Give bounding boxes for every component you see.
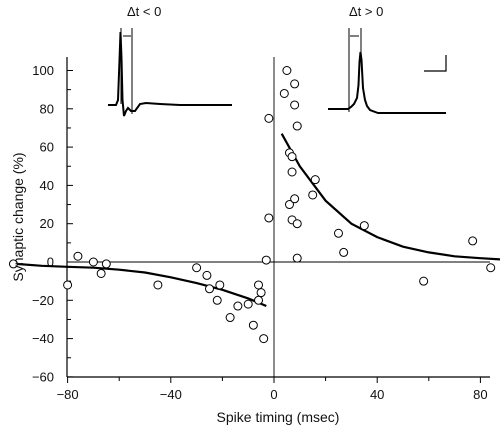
data-point bbox=[254, 295, 264, 305]
data-point bbox=[282, 66, 292, 75]
data-point bbox=[212, 295, 222, 305]
data-point bbox=[243, 299, 253, 309]
data-point bbox=[292, 121, 302, 131]
data-point bbox=[261, 255, 271, 265]
x-tick-label: −80 bbox=[57, 387, 79, 402]
data-point bbox=[254, 280, 264, 290]
data-point bbox=[292, 253, 302, 263]
data-point bbox=[287, 152, 297, 162]
data-point bbox=[101, 259, 111, 269]
data-point bbox=[215, 280, 225, 290]
data-point bbox=[256, 288, 266, 298]
x-axis-label: Spike timing (msec) bbox=[217, 409, 340, 425]
data-point bbox=[225, 313, 235, 323]
y-tick-label: −20 bbox=[32, 293, 54, 308]
data-point bbox=[292, 219, 302, 229]
data-point bbox=[310, 175, 320, 185]
data-point bbox=[88, 257, 98, 267]
data-point bbox=[287, 167, 297, 177]
data-point bbox=[279, 88, 289, 98]
data-point bbox=[486, 263, 496, 273]
data-point bbox=[290, 79, 300, 89]
data-point bbox=[334, 228, 343, 238]
y-tick-label: 100 bbox=[32, 63, 54, 78]
data-point bbox=[233, 301, 243, 311]
data-point bbox=[73, 251, 83, 261]
data-point bbox=[468, 236, 478, 246]
data-point bbox=[205, 284, 214, 294]
inset-right-trace bbox=[328, 51, 446, 114]
inset-right-label: Δt > 0 bbox=[349, 4, 383, 19]
data-point bbox=[419, 276, 429, 286]
data-point bbox=[290, 100, 300, 110]
data-point bbox=[359, 221, 369, 231]
inset-left-trace bbox=[108, 31, 232, 117]
data-point bbox=[290, 194, 300, 204]
scale-bar bbox=[424, 55, 447, 72]
data-points bbox=[8, 66, 496, 344]
inset-trace-positive: Δt > 0 bbox=[328, 4, 447, 114]
fit-curve-pre-post bbox=[280, 133, 500, 261]
data-point bbox=[192, 263, 202, 273]
y-tick-label: 20 bbox=[40, 216, 54, 231]
data-point bbox=[248, 320, 258, 330]
data-point bbox=[308, 190, 318, 200]
data-point bbox=[264, 213, 274, 223]
x-tick-label: 40 bbox=[370, 387, 384, 402]
data-point bbox=[8, 259, 18, 269]
inset-left-label: Δt < 0 bbox=[127, 4, 161, 19]
fit-curve-post-pre bbox=[15, 262, 267, 308]
x-tick-label: 0 bbox=[270, 387, 277, 402]
inset-trace-negative: Δt < 0 bbox=[108, 4, 232, 117]
y-tick-label: 60 bbox=[40, 140, 54, 155]
data-point bbox=[259, 334, 269, 344]
x-tick-label: −40 bbox=[160, 387, 182, 402]
data-point bbox=[202, 270, 212, 280]
data-point bbox=[264, 113, 274, 123]
x-tick-label: 80 bbox=[473, 387, 487, 402]
data-point bbox=[153, 280, 163, 290]
data-point bbox=[63, 280, 73, 290]
x-axis-ticks: −80 −40 0 40 80 bbox=[57, 377, 488, 402]
y-tick-label: −40 bbox=[32, 331, 54, 346]
y-tick-label: 40 bbox=[40, 178, 54, 193]
data-point bbox=[339, 247, 349, 257]
y-axis-label: Synaptic change (%) bbox=[10, 152, 26, 281]
data-point bbox=[96, 268, 106, 278]
y-tick-label: 0 bbox=[47, 255, 54, 270]
y-tick-label: −60 bbox=[32, 369, 54, 384]
y-tick-label: 80 bbox=[40, 101, 54, 116]
data-point bbox=[284, 200, 294, 210]
